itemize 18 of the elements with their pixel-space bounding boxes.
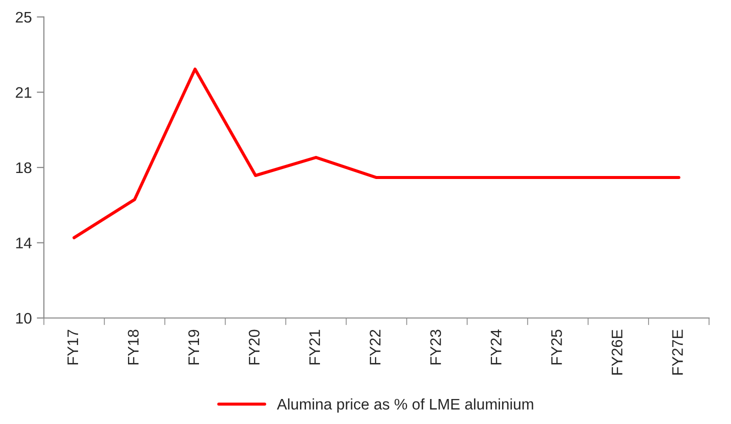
x-tick-label: FY27E — [672, 330, 683, 375]
y-tick-label: 18 — [16, 162, 32, 174]
x-tick-label: FY18 — [128, 330, 139, 364]
x-tick-label: FY17 — [68, 330, 78, 364]
x-tick-label: FY26E — [612, 330, 622, 375]
y-tick-label: 14 — [16, 238, 32, 248]
x-tick-label: FY25 — [551, 330, 562, 364]
x-tick-label: FY23 — [430, 330, 442, 364]
legend-label: Alumina price as % of LME aluminium — [276, 398, 534, 413]
x-tick-label: FY22 — [370, 330, 380, 364]
x-tick-label: FY24 — [490, 330, 502, 364]
y-tick-label: 25 — [16, 12, 32, 23]
x-tick-label: FY21 — [309, 330, 320, 364]
x-tick-label: FY19 — [188, 330, 200, 364]
y-tick-label: 21 — [16, 87, 32, 98]
y-tick-label: 10 — [16, 312, 32, 324]
x-tick-label: FY20 — [248, 330, 260, 364]
line-series — [72, 68, 680, 240]
